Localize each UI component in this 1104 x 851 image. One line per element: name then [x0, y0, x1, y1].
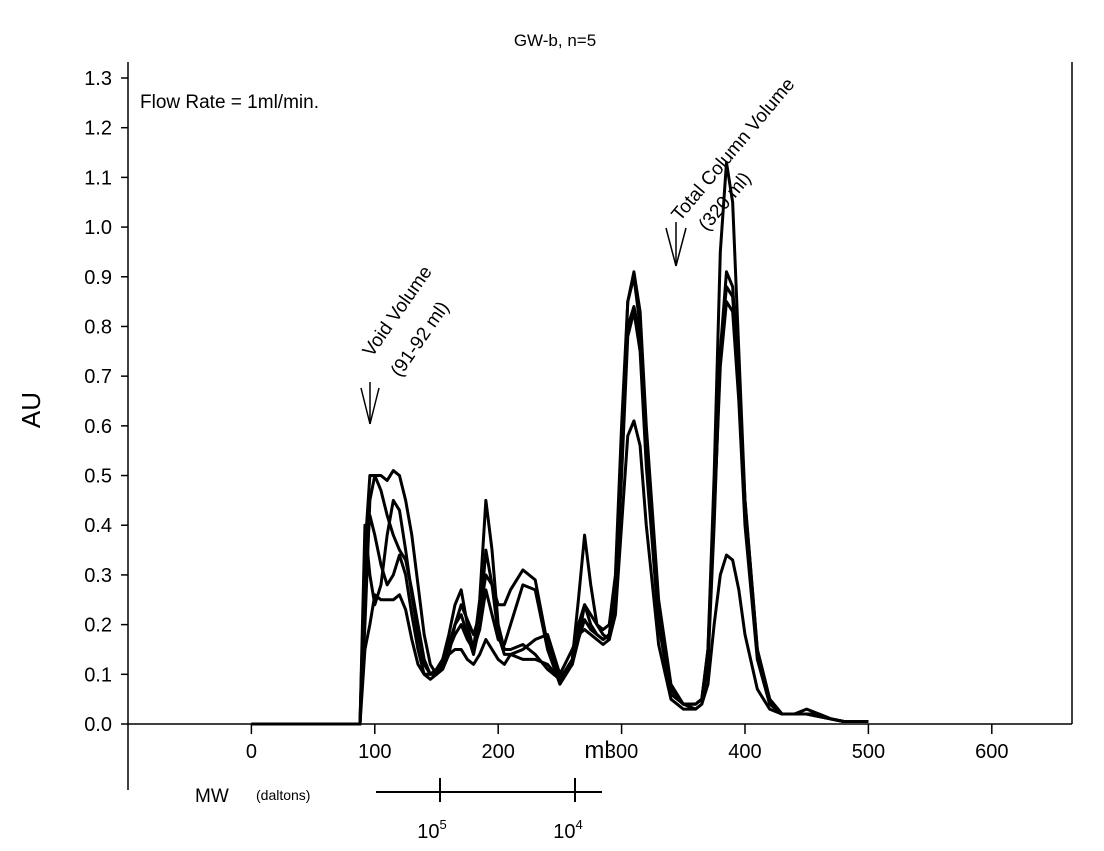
- y-tick-label: 0.6: [84, 416, 112, 438]
- y-tick-label: 0.5: [84, 466, 112, 488]
- x-tick-label: 200: [482, 741, 515, 763]
- mw-unit: (daltons): [256, 787, 310, 803]
- mw-scale: [376, 778, 602, 802]
- annotation: Flow Rate = 1ml/min.: [140, 92, 319, 113]
- y-tick-label: 0.3: [84, 565, 112, 587]
- y-tick-label: 0.8: [84, 316, 112, 338]
- data-line: [251, 419, 869, 726]
- mw-tick-label: 104: [553, 817, 582, 843]
- data-line: [251, 270, 869, 726]
- y-tick-label: 1.2: [84, 118, 112, 140]
- chart-title: GW-b, n=5: [514, 31, 596, 50]
- x-tick-label: 500: [852, 741, 885, 763]
- void-arrow: [360, 382, 380, 425]
- mw-tick-exp: 4: [576, 817, 583, 832]
- mw-tick-base: 10: [417, 821, 439, 843]
- y-tick-label: 0.9: [84, 267, 112, 289]
- x-tick-label: 100: [358, 741, 391, 763]
- mw-tick-exp: 5: [440, 817, 447, 832]
- y-tick-label: 0.2: [84, 615, 112, 637]
- data-line: [251, 285, 869, 726]
- x-tick-label: 0: [246, 741, 257, 763]
- x-tick-label: 400: [728, 741, 761, 763]
- y-axis-label: AU: [16, 392, 46, 428]
- x-tick-label: 600: [975, 741, 1008, 763]
- x-axis-label: ml: [584, 737, 609, 764]
- data-line: [251, 300, 869, 726]
- mw-label: MW: [195, 786, 229, 807]
- y-tick-label: 0.4: [84, 515, 112, 537]
- y-tick-label: 0.1: [84, 664, 112, 686]
- y-tick-label: 1.3: [84, 68, 112, 90]
- y-tick-label: 1.1: [84, 167, 112, 189]
- data-line: [251, 160, 869, 726]
- mw-tick-label: 105: [417, 817, 446, 843]
- mw-tick-base: 10: [553, 821, 575, 843]
- x-tick-label: 300: [605, 741, 638, 763]
- y-tick-label: 0.7: [84, 366, 112, 388]
- total-volume-arrow: [665, 222, 687, 267]
- y-tick-label: 0.0: [84, 714, 112, 736]
- y-tick-label: 1.0: [84, 217, 112, 239]
